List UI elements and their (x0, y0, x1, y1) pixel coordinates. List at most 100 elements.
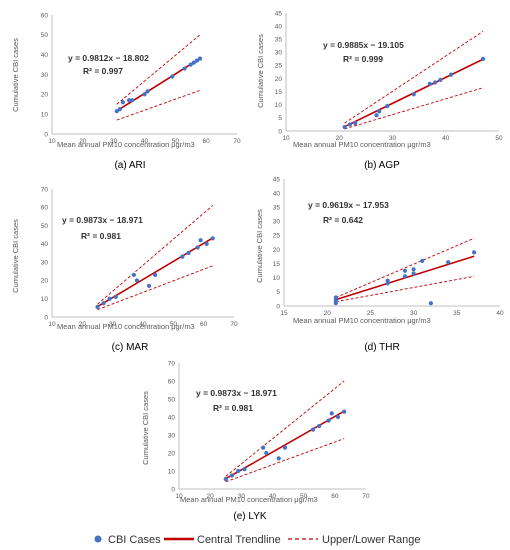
x-tick-label: 15 (280, 310, 288, 317)
x-tick-label: 25 (367, 310, 375, 317)
x-tick-label: 70 (233, 138, 241, 145)
y-tick-label: 30 (41, 259, 49, 266)
data-point (428, 301, 433, 306)
chart-thr: 15 20 25 30 35 40 0 5 10 15 20 25 30 35 40 45 Mean annua… (255, 176, 504, 353)
y-tick-label: 30 (41, 72, 49, 79)
upper-range-line (97, 205, 214, 305)
x-axis-label: Mean annual PM10 concentration μgr/m3 (57, 140, 195, 149)
upper-range-line (225, 380, 345, 477)
y-tick-label: 70 (41, 186, 49, 193)
data-point (188, 62, 193, 67)
data-point (335, 414, 341, 420)
data-point (448, 72, 454, 77)
lower-range-line (97, 265, 213, 311)
x-tick-label: 60 (331, 493, 339, 500)
y-tick-label: 60 (168, 378, 176, 385)
data-point (438, 77, 443, 82)
y-tick-label: 20 (275, 76, 283, 83)
data-point (134, 278, 140, 283)
data-point (411, 271, 416, 276)
y-tick-label: 25 (273, 233, 281, 240)
y-tick-label: 35 (273, 205, 281, 212)
x-tick-label: 10 (48, 138, 56, 145)
x-tick-label: 30 (109, 321, 117, 328)
panel-caption: (c) MAR (112, 342, 149, 353)
data-point (329, 411, 334, 416)
y-tick-label: 0 (278, 128, 282, 135)
y-tick-label: 60 (41, 12, 49, 19)
y-tick-label: 0 (171, 486, 175, 493)
y-axis-label: Cumulative CBI cases (255, 209, 264, 283)
x-tick-label: 40 (269, 493, 277, 500)
data-point (197, 56, 203, 61)
data-point (347, 122, 352, 127)
y-tick-label: 0 (44, 131, 48, 138)
y-tick-label: 10 (273, 275, 281, 282)
legend-label-cbi-cases: CBI Cases (108, 534, 161, 546)
x-tick-label: 20 (79, 321, 87, 328)
y-tick-label: 40 (168, 414, 176, 421)
data-point (186, 250, 191, 256)
y-tick-label: 0 (276, 303, 280, 310)
equation-label: y = 0.9873x − 18.971 (196, 388, 277, 398)
data-point (131, 272, 136, 278)
x-axis-label: Mean annual PM10 concentration μgr/m3 (293, 316, 431, 325)
y-tick-label: 5 (278, 115, 282, 122)
x-tick-label: 70 (230, 321, 238, 328)
data-point (95, 304, 100, 310)
y-tick-label: 30 (273, 219, 281, 226)
data-point (130, 98, 135, 103)
panel-caption: (a) ARI (114, 160, 145, 171)
panel-caption: (b) AGP (364, 160, 400, 171)
y-axis-label: Cumulative CBI cases (11, 219, 20, 293)
x-tick-label: 20 (336, 135, 344, 142)
equation-label: y = 0.9812x − 18.802 (68, 53, 149, 63)
data-point (236, 468, 241, 474)
y-tick-label: 30 (168, 432, 176, 439)
data-point (385, 278, 390, 283)
data-point (107, 296, 112, 301)
x-tick-label: 20 (79, 138, 87, 145)
data-point (427, 81, 432, 86)
data-point (446, 260, 451, 265)
x-tick-label: 10 (282, 135, 290, 142)
y-tick-label: 20 (41, 92, 49, 99)
y-tick-label: 20 (41, 278, 49, 285)
data-point (229, 473, 235, 478)
data-point (480, 56, 486, 61)
y-tick-label: 10 (41, 296, 49, 303)
upper-range-line (335, 237, 475, 298)
data-point (317, 423, 322, 429)
data-point (411, 92, 416, 97)
r-squared-label: R² = 0.642 (323, 215, 363, 225)
data-point (182, 66, 187, 71)
y-axis-label: Cumulative CBI cases (256, 34, 265, 108)
x-tick-label: 30 (410, 310, 418, 317)
y-tick-label: 0 (44, 314, 48, 321)
figure-legend: CBI Cases Central Trendline Upper/Lower Ra… (94, 534, 420, 546)
data-point (194, 58, 200, 63)
x-tick-label: 10 (175, 493, 183, 500)
y-tick-label: 40 (41, 241, 49, 248)
x-axis-label: Mean annual PM10 concentration μgr/m3 (57, 322, 195, 331)
chart-agp: 10 20 30 40 50 0 5 10 15 20 25 30 35 40 45 Mean annual … (256, 10, 503, 171)
x-axis-label: Mean annual PM10 concentration μgr/m3 (293, 140, 431, 149)
y-tick-label: 10 (41, 111, 49, 118)
data-point (146, 283, 152, 289)
equation-label: y = 0.9619x − 17.953 (308, 200, 389, 210)
data-point (402, 274, 408, 279)
data-point (374, 113, 379, 118)
data-point (153, 272, 158, 278)
data-point (210, 236, 215, 241)
legend-label-range: Upper/Lower Range (322, 534, 420, 546)
x-tick-label: 30 (238, 493, 246, 500)
data-point (433, 80, 438, 85)
x-tick-label: 50 (172, 138, 180, 145)
y-tick-label: 15 (275, 89, 283, 96)
data-point (264, 450, 269, 456)
x-tick-label: 40 (496, 310, 504, 317)
y-tick-label: 60 (41, 205, 49, 212)
